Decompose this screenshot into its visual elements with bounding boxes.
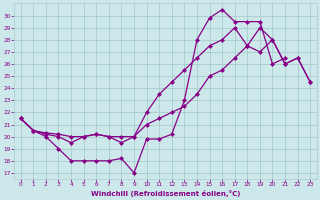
X-axis label: Windchill (Refroidissement éolien,°C): Windchill (Refroidissement éolien,°C): [91, 190, 240, 197]
